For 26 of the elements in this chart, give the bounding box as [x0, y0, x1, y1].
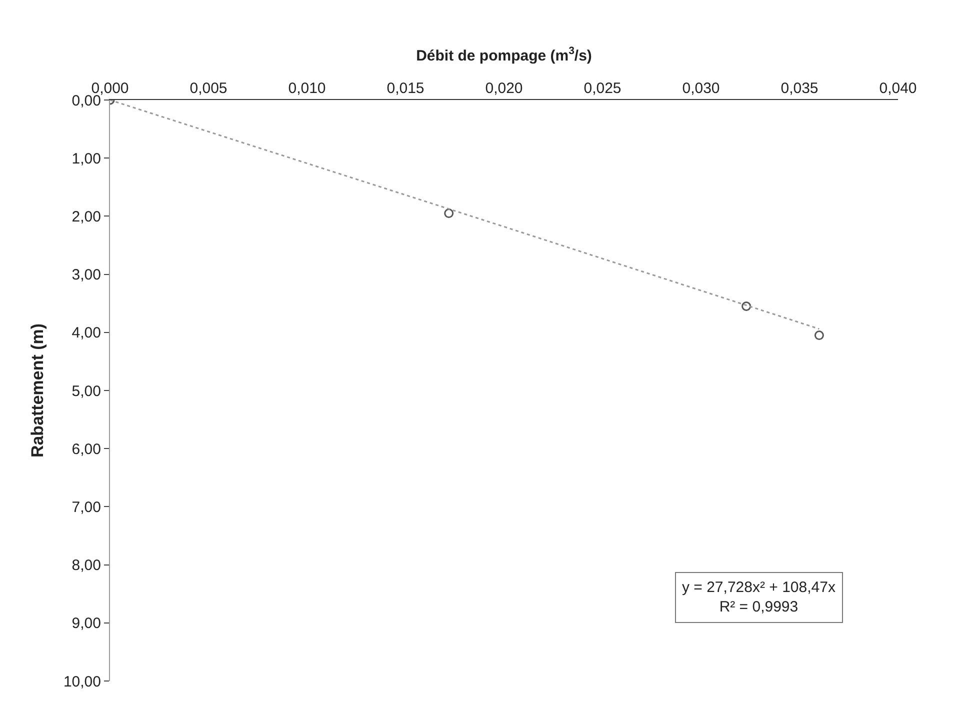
point [444, 208, 454, 218]
y-tick-label: 6,00 [72, 440, 101, 458]
x-tick-label: 0,010 [288, 80, 326, 97]
x-tick-label: 0,020 [485, 80, 523, 97]
y-tick-label: 9,00 [72, 615, 101, 632]
y-tick-label: 5,00 [72, 382, 101, 400]
annotation: y = 27,728x² + 108,47x [682, 579, 836, 596]
point [814, 330, 824, 340]
x-tick-label: 0,030 [682, 80, 720, 97]
x-tick-label: 0,040 [879, 80, 917, 97]
point [742, 302, 752, 312]
y-tick-label: 1,00 [72, 150, 101, 168]
y-tick-label: 8,00 [72, 557, 101, 574]
x-axis-title: Débit de pompage (m$^{3}$/s) [416, 44, 592, 64]
y-tick-label: 0,00 [72, 92, 101, 110]
y-tick-label: 2,00 [72, 208, 101, 226]
x-tick-label: 0,025 [584, 80, 622, 97]
y-tick-label: 4,00 [72, 324, 101, 342]
y-tick-label: 10,00 [63, 673, 101, 690]
x-tick-label: 0,015 [386, 80, 424, 97]
annotation: R² = 0,9993 [719, 598, 798, 616]
x-tick-label: 0,035 [780, 80, 818, 97]
x-tick-label: 0,005 [190, 80, 228, 97]
y-tick-label: 3,00 [72, 266, 101, 284]
y-tick-label: 7,00 [72, 498, 101, 516]
y-axis-title: Rabattement (m) [28, 323, 48, 458]
